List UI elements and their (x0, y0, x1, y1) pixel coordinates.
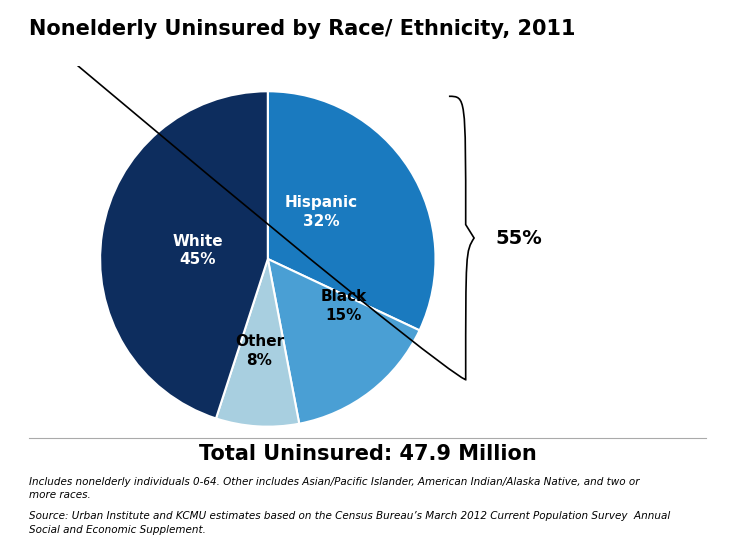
Text: KAISER: KAISER (639, 507, 691, 521)
Wedge shape (268, 91, 436, 331)
Text: FOUNDATION: FOUNDATION (642, 535, 689, 540)
Text: White
45%: White 45% (172, 234, 223, 267)
Wedge shape (268, 259, 420, 424)
Text: Other
8%: Other 8% (235, 334, 284, 368)
Text: THE HENRY J.: THE HENRY J. (642, 500, 689, 505)
Wedge shape (216, 259, 299, 426)
Wedge shape (100, 91, 268, 418)
Text: Total Uninsured: 47.9 Million: Total Uninsured: 47.9 Million (198, 444, 537, 463)
Text: Includes nonelderly individuals 0-64. Other includes Asian/Pacific Islander, Ame: Includes nonelderly individuals 0-64. Ot… (29, 477, 640, 500)
Text: Nonelderly Uninsured by Race/ Ethnicity, 2011: Nonelderly Uninsured by Race/ Ethnicity,… (29, 19, 576, 39)
Text: Hispanic
32%: Hispanic 32% (285, 195, 358, 229)
Text: Black
15%: Black 15% (320, 289, 367, 323)
Text: Source: Urban Institute and KCMU estimates based on the Census Bureau’s March 20: Source: Urban Institute and KCMU estimat… (29, 511, 670, 534)
Text: 55%: 55% (496, 229, 542, 247)
Text: FAMILY: FAMILY (641, 519, 689, 532)
